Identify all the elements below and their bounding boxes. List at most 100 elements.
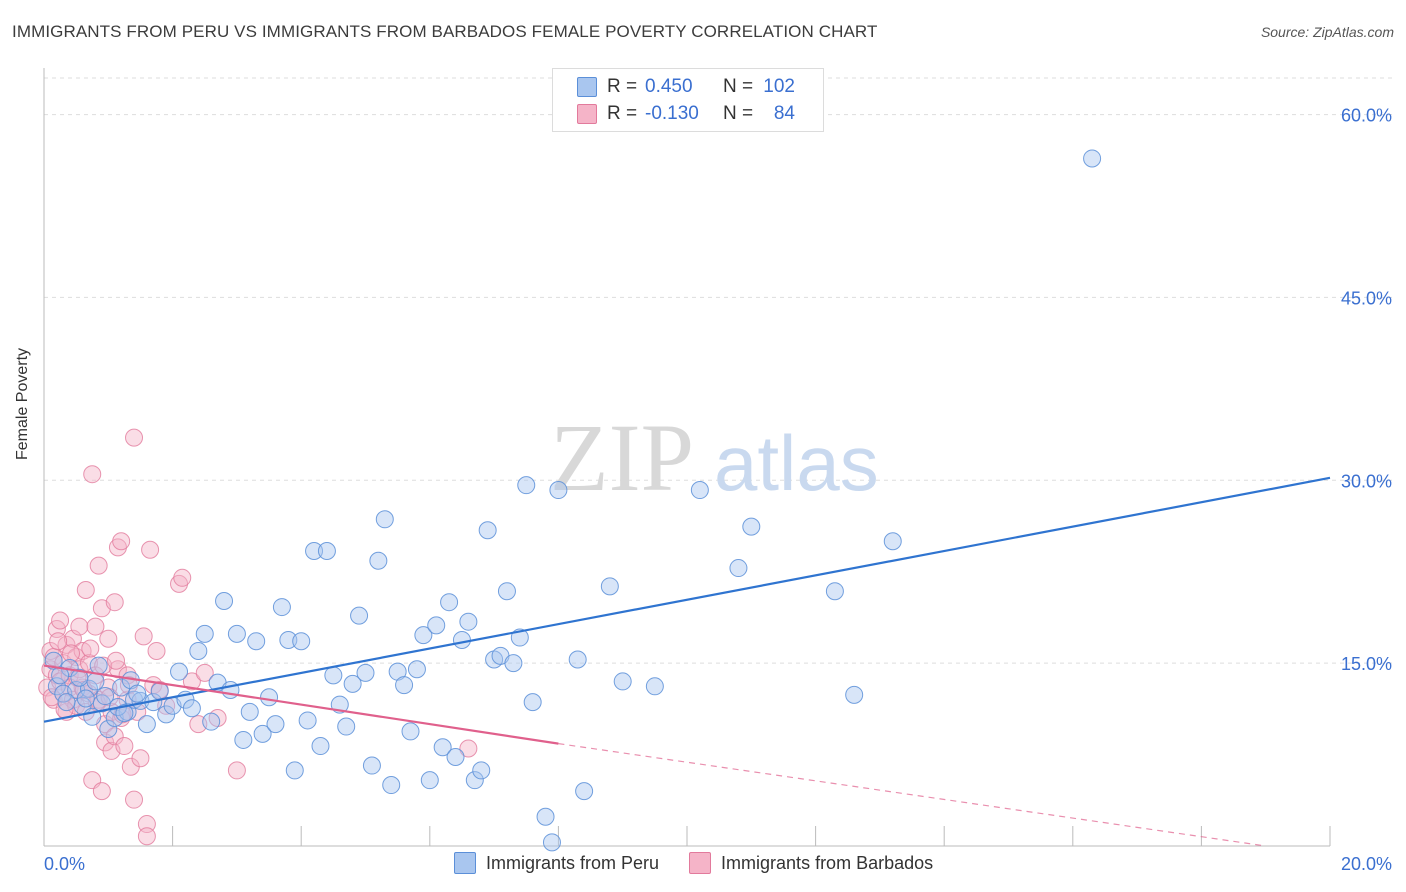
peru-point — [742, 517, 761, 536]
peru-point — [305, 541, 324, 560]
peru-point — [729, 559, 748, 578]
barbados-point — [105, 727, 124, 746]
peru-point — [170, 662, 189, 681]
peru-point — [459, 612, 478, 631]
watermark-zip: ZIP — [550, 404, 694, 511]
peru-point — [433, 738, 452, 757]
barbados-point — [131, 749, 150, 768]
watermark-atlas: atlas — [714, 419, 879, 507]
trend-lines — [43, 476, 1331, 847]
peru-point — [542, 833, 561, 852]
source-label: Source: ZipAtlas.com — [1260, 24, 1394, 40]
peru-point — [86, 672, 105, 691]
peru-point — [575, 782, 594, 801]
barbados-point — [99, 629, 118, 648]
x-tick-label-max: 20.0% — [1341, 854, 1392, 874]
barbados-trend-line — [43, 664, 559, 745]
peru-point — [189, 641, 208, 660]
peru-point — [440, 593, 459, 612]
barbados-point — [62, 644, 81, 663]
watermark: ZIP atlas — [550, 404, 879, 511]
correlation-legend: R = 0.450 N = 102 R = -0.130 N = 84 — [552, 68, 824, 132]
peru-n-label: N = — [723, 76, 754, 97]
peru-point — [420, 771, 439, 790]
peru-point — [240, 702, 259, 721]
peru-point — [70, 668, 89, 687]
barbados-point — [112, 532, 131, 551]
barbados-point — [115, 737, 134, 756]
peru-point — [350, 606, 369, 625]
peru-point — [536, 807, 555, 826]
barbados-point — [195, 663, 214, 682]
peru-point — [369, 551, 388, 570]
barbados-legend-label: Immigrants from Barbados — [721, 852, 934, 873]
barbados-point — [105, 593, 124, 612]
barbados-point — [86, 617, 105, 636]
peru-point — [202, 712, 221, 731]
barbados-r-value: -0.130 — [645, 103, 699, 124]
peru-point — [414, 626, 433, 645]
legend-row-peru: R = 0.450 N = 102 — [577, 74, 795, 100]
barbados-point — [141, 540, 160, 559]
peru-legend-swatch — [454, 852, 476, 874]
peru-swatch — [577, 77, 597, 97]
peru-point — [96, 687, 115, 706]
y-tick-label: 15.0% — [1341, 654, 1392, 674]
barbados-point — [49, 632, 68, 651]
barbados-point — [76, 581, 95, 599]
barbados-n-label: N = — [723, 103, 754, 124]
barbados-point — [137, 827, 156, 846]
barbados-trend-extension — [558, 743, 1266, 847]
peru-trend-line — [43, 476, 1331, 723]
peru-point — [568, 650, 587, 669]
peru-point — [337, 717, 356, 736]
peru-point — [57, 693, 76, 712]
barbados-point — [125, 428, 144, 447]
peru-r-value: 0.450 — [645, 76, 693, 97]
barbados-legend-swatch — [689, 852, 712, 874]
barbados-point — [137, 815, 156, 834]
peru-point — [115, 704, 134, 723]
peru-point — [845, 685, 864, 704]
barbados-point — [92, 782, 111, 801]
barbados-point — [42, 688, 61, 707]
peru-point — [452, 630, 471, 649]
legend-item-barbados[interactable]: Immigrants from Barbados — [689, 852, 933, 874]
peru-point — [76, 689, 95, 708]
peru-point — [356, 663, 375, 682]
barbados-point — [459, 739, 478, 758]
peru-point — [227, 624, 246, 643]
peru-point — [247, 632, 266, 651]
peru-point — [285, 761, 304, 780]
peru-point — [195, 624, 214, 643]
peru-point — [99, 719, 118, 738]
peru-point — [472, 761, 491, 780]
peru-point — [478, 521, 497, 540]
barbados-point — [67, 696, 86, 715]
peru-point — [112, 678, 131, 697]
peru-point — [266, 715, 285, 734]
peru-point — [395, 676, 414, 695]
peru-point — [317, 541, 336, 560]
peru-n-value: 102 — [763, 76, 795, 97]
barbados-point — [89, 556, 108, 575]
peru-point — [382, 776, 401, 795]
peru-point — [1083, 149, 1102, 168]
peru-point — [47, 677, 66, 696]
peru-point — [517, 476, 536, 495]
peru-point — [221, 680, 240, 699]
barbados-point — [173, 568, 192, 587]
x-tick-label-min: 0.0% — [44, 854, 85, 874]
peru-point — [51, 666, 70, 685]
barbados-swatch — [577, 104, 597, 124]
legend-item-peru[interactable]: Immigrants from Peru — [454, 852, 659, 874]
axes — [43, 68, 1331, 847]
barbados-point — [227, 761, 246, 780]
peru-point — [128, 684, 147, 703]
barbados-point — [70, 617, 89, 636]
peru-point — [549, 481, 568, 500]
legend-row-barbados: R = -0.130 N = 84 — [577, 101, 795, 127]
chart-title: IMMIGRANTS FROM PERU VS IMMIGRANTS FROM … — [12, 22, 878, 41]
peru-point — [253, 724, 272, 743]
